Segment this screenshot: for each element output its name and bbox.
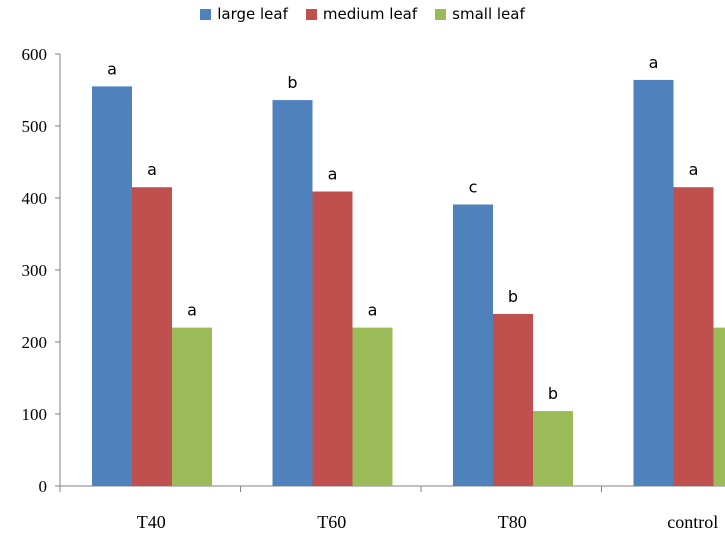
- x-tick-label: T40: [137, 512, 166, 532]
- bar: [633, 79, 674, 487]
- data-label: c: [469, 177, 478, 196]
- bar: [673, 187, 714, 486]
- bar: [713, 327, 725, 486]
- y-tick-label: 200: [22, 333, 48, 352]
- bar: [172, 327, 212, 486]
- axes: 0 100 200 300 400 500 600 T40 T60 T80 control: [22, 45, 725, 532]
- bar: [352, 327, 393, 486]
- y-tick-label: 500: [22, 117, 48, 136]
- data-label: a: [689, 160, 699, 179]
- data-label: a: [147, 160, 157, 179]
- x-tick-label: T80: [498, 512, 527, 532]
- legend-item-small-leaf: small leaf: [435, 5, 525, 23]
- data-label: a: [187, 301, 197, 320]
- legend-label-small-leaf: small leaf: [452, 5, 525, 23]
- legend-label-medium-leaf: medium leaf: [322, 5, 418, 23]
- data-label: a: [649, 53, 659, 72]
- bar: [132, 187, 172, 486]
- y-tick-label: 600: [22, 45, 48, 64]
- bar: [312, 191, 353, 486]
- legend: large leaf medium leaf small leaf: [0, 5, 725, 23]
- bars: [92, 79, 725, 487]
- y-tick-label: 0: [39, 477, 48, 496]
- data-label: a: [328, 165, 338, 184]
- data-label: a: [368, 301, 378, 320]
- legend-swatch-medium-leaf: [305, 8, 317, 20]
- legend-label-large-leaf: large leaf: [217, 5, 288, 23]
- bar: [493, 313, 533, 486]
- y-tick-label: 400: [22, 189, 48, 208]
- data-label: b: [287, 73, 297, 92]
- data-label: b: [508, 287, 518, 306]
- bar: [533, 411, 573, 486]
- x-tick-label: T60: [317, 512, 346, 532]
- legend-item-large-leaf: large leaf: [200, 5, 288, 23]
- legend-swatch-small-leaf: [435, 8, 447, 20]
- data-label: a: [107, 59, 117, 78]
- bar: [92, 86, 132, 487]
- y-tick-label: 300: [22, 261, 48, 280]
- x-tick-label: control: [667, 512, 718, 532]
- legend-item-medium-leaf: medium leaf: [305, 5, 418, 23]
- bar: [453, 204, 493, 487]
- legend-swatch-large-leaf: [200, 8, 212, 20]
- bar: [272, 100, 313, 486]
- y-tick-label: 100: [22, 405, 48, 424]
- data-labels: abcaaabaaaba: [107, 53, 699, 403]
- data-label: b: [548, 384, 558, 403]
